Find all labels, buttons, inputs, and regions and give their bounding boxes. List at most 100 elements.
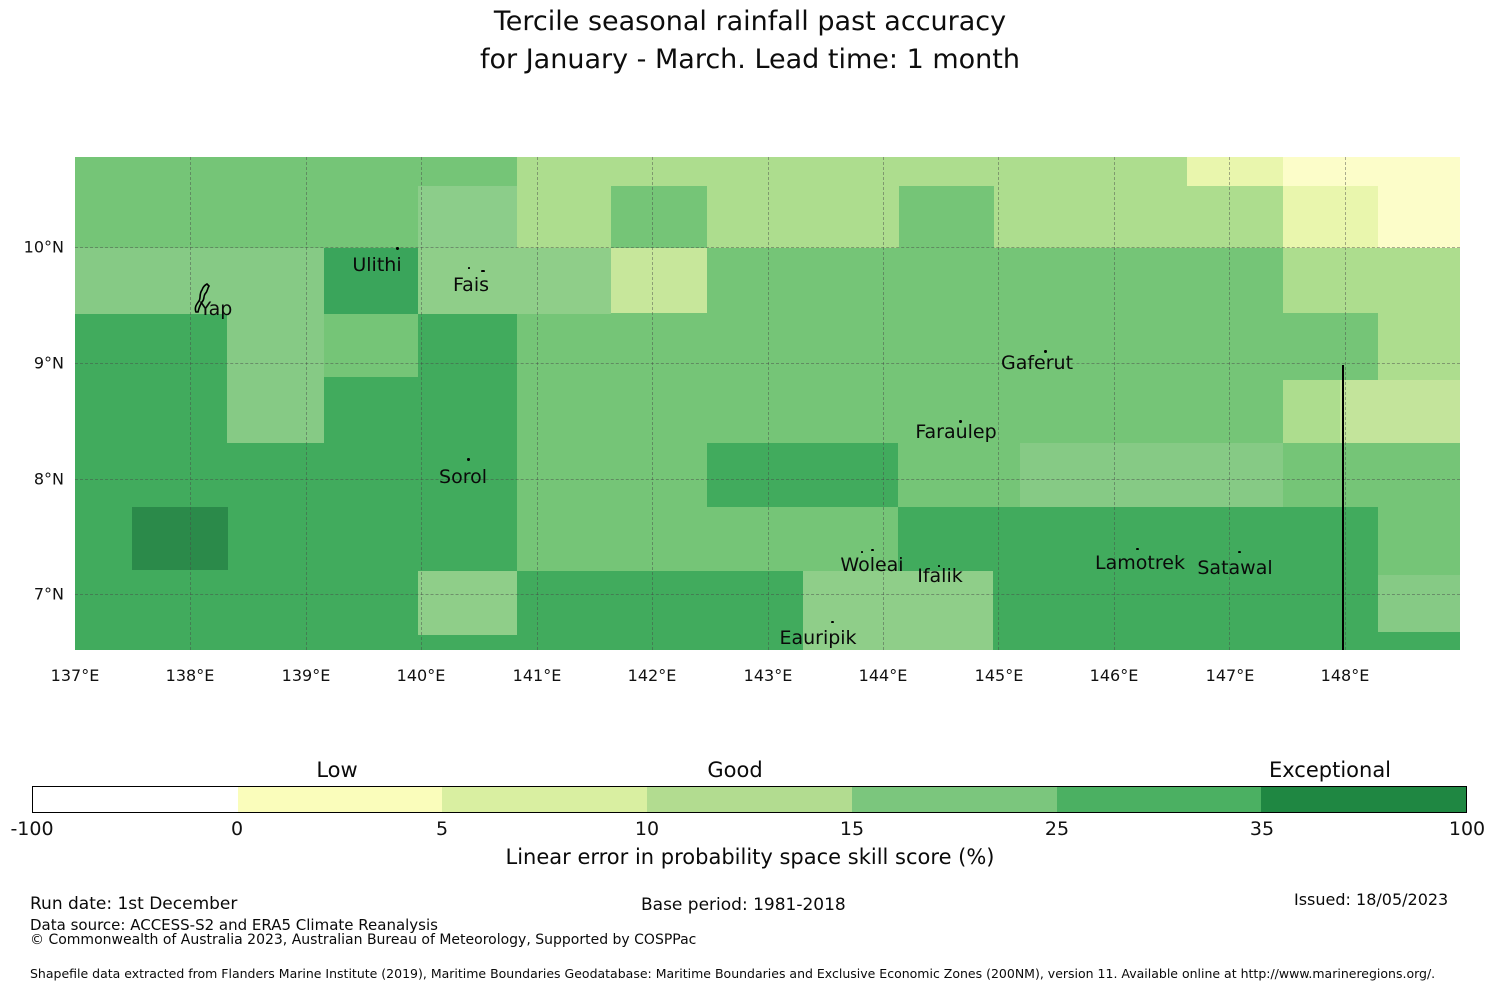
longitude-gridline [1229,157,1230,650]
map-cell [418,248,611,314]
longitude-gridline [652,157,653,650]
map-cell [611,248,707,313]
longitude-gridline [421,157,422,650]
colorbar-segment [647,787,852,812]
x-tick-label: 137°E [50,666,100,685]
island-label-satawal: Satawal [1197,557,1273,579]
colorbar-category-label: Good [707,758,763,782]
map-cell [75,443,418,650]
map-cell [418,186,517,248]
x-tick-label: 141°E [512,666,562,685]
island-dot [938,565,940,567]
map-cell [611,186,707,248]
x-tick-label: 146°E [1089,666,1139,685]
island-dot [396,247,399,250]
x-tick-label: 147°E [1205,666,1255,685]
longitude-gridline [537,157,538,650]
island-label-lamotrek: Lamotrek [1095,552,1185,574]
island-dot [1044,350,1047,353]
map-cell [1378,186,1460,248]
colorbar-tick-label: -100 [10,818,54,840]
island-dot [481,270,485,272]
map-cell [418,571,517,635]
map-cell [1283,313,1378,380]
yap-island-outline [194,283,211,313]
colorbar-tick-label: 0 [230,818,244,840]
map-cell [132,507,228,570]
island-label-faraulep: Faraulep [915,421,997,443]
island-dot [831,621,834,623]
map-cell [227,314,324,443]
island-dot [861,551,863,553]
map-cell [803,571,993,650]
x-tick-label: 143°E [743,666,793,685]
chart-title-line1: Tercile seasonal rainfall past accuracy [493,6,1007,37]
map-cell [707,443,898,507]
map-cell [1340,380,1460,443]
longitude-gridline [883,157,884,650]
colorbar-category-label: Low [316,758,358,782]
y-tick-label: 8°N [33,469,64,489]
island-label-ulithi: Ulithi [352,254,402,276]
y-tick-label: 7°N [33,584,64,604]
x-tick-label: 145°E [974,666,1024,685]
island-label-woleai: Woleai [840,554,904,576]
map-cell [1187,157,1283,186]
x-tick-label: 142°E [627,666,677,685]
x-tick-label: 138°E [165,666,215,685]
longitude-gridline [768,157,769,650]
colorbar-segment [851,787,1057,812]
map-cell [1283,248,1460,313]
map-cell [75,248,324,314]
island-dot [871,549,874,551]
island-dot [959,420,962,423]
latitude-gridline [75,363,1460,364]
x-tick-label: 148°E [1320,666,1370,685]
island-label-ifalik: Ifalik [917,565,963,587]
island-dot [467,458,470,461]
map-cell [1020,443,1283,507]
x-tick-label: 140°E [396,666,446,685]
chart-title-line2: for January - March. Lead time: 1 month [480,44,1020,75]
map-cell [1187,186,1283,248]
x-tick-label: 139°E [281,666,331,685]
map-cell [1283,186,1378,248]
eez-boundary-line [1342,365,1344,650]
map-cell [898,507,993,571]
longitude-gridline [190,157,191,650]
map-cell [75,314,227,443]
map-cell [1378,575,1460,632]
island-dot [1238,551,1241,553]
island-label-eauripik: Eauripik [779,627,857,649]
longitude-gridline [1345,157,1346,650]
island-dot [1136,548,1139,550]
map-cell [324,248,418,314]
colorbar [32,786,1467,813]
issued-text: Issued: 18/05/2023 [1294,890,1449,909]
longitude-gridline [306,157,307,650]
run-date-text: Run date: 1st December [30,894,238,914]
map-cell [899,186,994,248]
base-period-text: Base period: 1981-2018 [641,895,846,915]
map-plot: Yap Ulithi Fais Sorol Gaferut Faraulep Woleai I… [75,157,1460,650]
colorbar-segment [442,787,648,812]
colorbar-segment [237,787,443,812]
map-cell [1283,380,1340,443]
island-label-gaferut: Gaferut [1000,352,1074,374]
colorbar-tick-label: 5 [435,818,449,840]
map-cell [418,635,517,650]
colorbar-tick-label: 10 [634,818,660,840]
map-cell [517,571,803,650]
map-cell [324,377,418,443]
map-cell [1283,157,1460,186]
map-cell [1378,632,1460,650]
island-dot [468,267,470,269]
shapefile-credit-text: Shapefile data extracted from Flanders M… [30,966,1436,981]
longitude-gridline [1114,157,1115,650]
map-cell [418,314,517,571]
colorbar-tick-label: 25 [1044,818,1070,840]
data-source-text: Data source: ACCESS-S2 and ERA5 Climate … [30,916,438,934]
colorbar-segment [33,787,238,812]
colorbar-segment [1261,787,1467,812]
latitude-gridline [75,594,1460,595]
